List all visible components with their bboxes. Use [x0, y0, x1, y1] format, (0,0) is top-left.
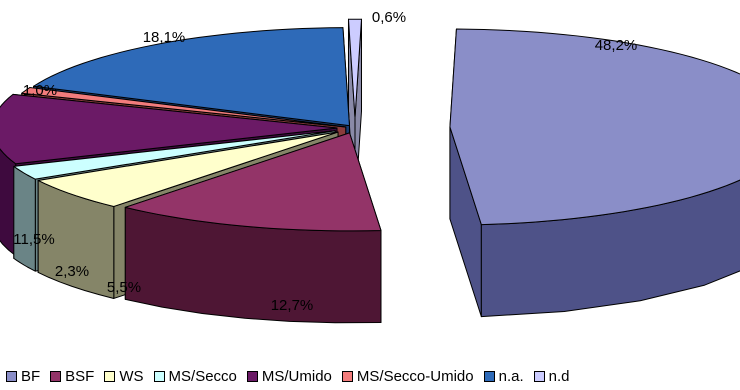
- legend-item-bf: BF: [6, 368, 40, 385]
- legend-item-ms-secco-umido: MS/Secco-Umido: [341, 367, 474, 385]
- legend-swatch-na: [483, 370, 495, 382]
- slice-label-na: 18,1%: [143, 29, 186, 46]
- slice-bsf: [124, 132, 382, 232]
- slice-label-ms-secco-umido: 1,0%: [23, 82, 57, 99]
- legend-swatch-ms-umido: [246, 370, 258, 382]
- legend-swatch-bf: [6, 370, 17, 382]
- slice-label-bsf: 12,7%: [271, 297, 314, 314]
- legend-label-na: n.a.: [498, 367, 524, 385]
- legend-label-bf: BF: [21, 367, 41, 385]
- pie-chart-plot: 48,2% 12,7% 5,5% 2,3%11,5% 1,0% 18,1% 0,6%: [0, 9, 740, 324]
- legend-label-ms-secco-umido: MS/Secco-Umido: [356, 367, 474, 385]
- slice-label-nd: 0,6%: [372, 9, 406, 26]
- slice-label-bf: 48,2%: [595, 37, 638, 54]
- legend-item-bsf: BSF: [50, 368, 94, 385]
- legend-swatch-bsf: [50, 370, 62, 382]
- slice-ms-secco: [13, 130, 336, 180]
- legend: BF BSF WS MS/Secco MS/Umido MS/Secco-Umi…: [6, 366, 580, 386]
- slice-label-ws: 5,5%: [107, 279, 141, 296]
- legend-swatch-ms-secco-umido: [341, 370, 353, 382]
- legend-label-nd: n.d: [548, 367, 570, 385]
- slice-label-ms-secco: 2,3%: [55, 263, 89, 280]
- legend-swatch-nd: [533, 370, 545, 382]
- legend-item-ws: WS: [104, 367, 144, 385]
- slice-nd: [347, 18, 362, 118]
- slice-ws: [37, 131, 339, 207]
- slice-na: [33, 27, 350, 127]
- legend-label-ws: WS: [119, 367, 144, 385]
- slice-label-ms-umido: 11,5%: [13, 231, 54, 248]
- legend-item-ms-umido: MS/Umido: [246, 367, 332, 385]
- legend-swatch-ws: [104, 370, 116, 382]
- legend-item-na: n.a.: [483, 367, 524, 385]
- slice-side-ms-secco-outer-0: [13, 165, 36, 272]
- legend-label-ms-umido: MS/Umido: [261, 367, 332, 385]
- legend-swatch-ms-secco: [153, 370, 165, 382]
- slice-bf: [449, 28, 740, 226]
- legend-item-ms-secco: MS/Secco: [153, 367, 237, 385]
- slice-ms-umido: [0, 93, 338, 165]
- legend-label-ms-secco: MS/Secco: [168, 367, 237, 385]
- slice-ms-secco-umido: [21, 87, 347, 128]
- legend-item-nd: n.d: [533, 367, 570, 385]
- legend-label-bsf: BSF: [65, 367, 95, 385]
